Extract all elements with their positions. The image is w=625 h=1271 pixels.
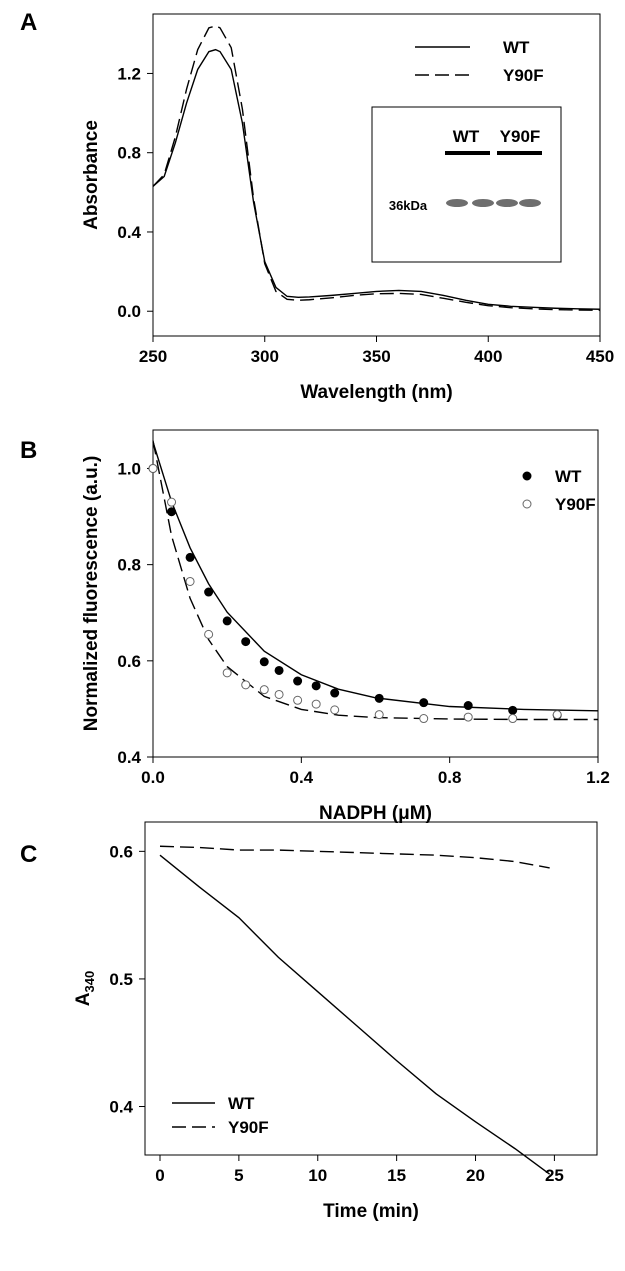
y-axis-label-main: Absorbance	[81, 120, 102, 230]
data-point	[185, 552, 195, 562]
data-point	[274, 689, 284, 699]
x-tick-label: 350	[362, 347, 390, 366]
legend-marker	[522, 471, 532, 481]
gel-band	[496, 199, 518, 207]
data-point	[311, 699, 321, 709]
data-point	[148, 463, 158, 473]
data-point	[222, 616, 232, 626]
legend-label: WT	[228, 1094, 255, 1113]
legend-label: Y90F	[503, 66, 544, 85]
y-axis-label: A340	[73, 971, 97, 1006]
x-axis-label: NADPH (μM)	[319, 803, 432, 824]
x-tick-label: 250	[139, 347, 167, 366]
inset-lane-label: Y90F	[500, 127, 541, 146]
data-point	[330, 705, 340, 715]
y-axis-label-main: A	[73, 992, 94, 1006]
inset-frame	[371, 106, 562, 263]
x-tick-label: 5	[234, 1166, 243, 1185]
y-tick-label: 1.0	[117, 459, 141, 478]
data-line	[159, 854, 551, 1175]
x-tick-label: 0.8	[438, 768, 462, 787]
y-axis-label: Normalized fluorescence (a.u.)	[81, 456, 102, 732]
data-point	[274, 665, 284, 675]
y-tick-label: 0.0	[117, 302, 141, 321]
y-tick-label: 0.6	[109, 842, 133, 861]
inset-marker-label: 36kDa	[389, 198, 428, 213]
x-tick-label: 10	[308, 1166, 327, 1185]
x-tick-label: 20	[466, 1166, 485, 1185]
data-point	[330, 688, 340, 698]
legend-label: WT	[503, 38, 530, 57]
y-tick-label: 0.4	[117, 223, 141, 242]
data-point	[259, 657, 269, 667]
data-point	[293, 695, 303, 705]
data-line	[159, 845, 550, 869]
data-line	[152, 48, 601, 310]
data-point	[185, 576, 195, 586]
legend-label: Y90F	[228, 1118, 269, 1137]
data-point	[419, 714, 429, 724]
y-tick-label: 0.6	[117, 652, 141, 671]
x-tick-label: 0.0	[141, 768, 165, 787]
y-axis-label-main: Normalized fluorescence (a.u.)	[81, 456, 102, 732]
legend-label: WT	[555, 467, 582, 486]
y-tick-label: 0.8	[117, 144, 141, 163]
panel-label: C	[20, 841, 37, 868]
y-tick-label: 0.8	[117, 556, 141, 575]
data-point	[204, 629, 214, 639]
data-point	[419, 698, 429, 708]
data-point	[508, 705, 518, 715]
x-tick-label: 25	[545, 1166, 564, 1185]
data-point	[311, 681, 321, 691]
data-point	[167, 507, 177, 517]
inset-lane-bar	[445, 151, 490, 155]
y-tick-label: 0.4	[109, 1098, 133, 1117]
y-axis-label: Absorbance	[81, 120, 102, 230]
y-tick-label: 0.5	[109, 970, 133, 989]
y-tick-label: 1.2	[117, 64, 141, 83]
x-tick-label: 15	[387, 1166, 406, 1185]
plot-frame	[152, 429, 599, 758]
y-tick-label: 0.4	[117, 748, 141, 767]
data-point	[552, 710, 562, 720]
data-point	[374, 693, 384, 703]
fit-line	[152, 441, 599, 712]
data-point	[222, 668, 232, 678]
plot-frame	[144, 821, 598, 1156]
data-point	[204, 587, 214, 597]
x-tick-label: 1.2	[586, 768, 610, 787]
data-point	[293, 676, 303, 686]
legend-label: Y90F	[555, 495, 596, 514]
data-line	[152, 25, 601, 311]
data-point	[463, 701, 473, 711]
x-tick-label: 0.4	[290, 768, 314, 787]
x-tick-label: 300	[251, 347, 279, 366]
panel-label: A	[20, 9, 37, 36]
x-tick-label: 0	[155, 1166, 164, 1185]
gel-band	[472, 199, 494, 207]
x-tick-label: 400	[474, 347, 502, 366]
data-point	[463, 712, 473, 722]
x-axis-label: Time (min)	[323, 1201, 419, 1222]
data-point	[167, 497, 177, 507]
data-point	[508, 714, 518, 724]
fit-line	[152, 440, 598, 721]
data-point	[259, 685, 269, 695]
x-tick-label: 450	[586, 347, 614, 366]
gel-band	[519, 199, 541, 207]
y-axis-label-subscript: 340	[82, 971, 97, 993]
inset-lane-bar	[497, 151, 542, 155]
x-axis-label: Wavelength (nm)	[300, 382, 452, 403]
gel-band	[446, 199, 468, 207]
legend-marker	[522, 499, 532, 509]
panel-label: B	[20, 437, 37, 464]
inset-lane-label: WT	[453, 127, 480, 146]
data-point	[374, 710, 384, 720]
data-point	[241, 680, 251, 690]
data-point	[241, 637, 251, 647]
